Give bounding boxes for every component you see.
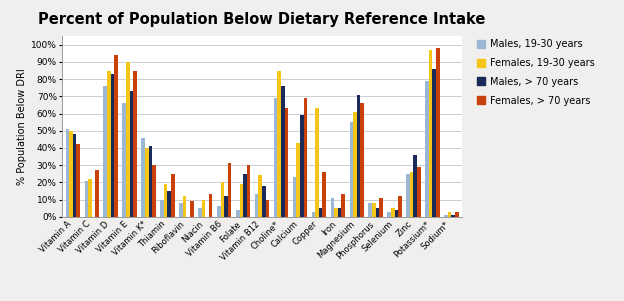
Bar (331, 198, 334, 217)
Bar (274, 98, 278, 217)
Bar (66, 129, 69, 217)
Bar (334, 208, 338, 217)
Bar (104, 86, 107, 217)
Bar (152, 165, 156, 217)
Bar (107, 70, 110, 217)
Bar (236, 210, 240, 217)
Bar (341, 194, 345, 217)
Bar (240, 184, 243, 217)
Bar (217, 206, 221, 217)
Bar (190, 201, 193, 217)
Bar (285, 108, 288, 217)
Bar (281, 86, 285, 217)
Bar (171, 174, 175, 217)
Bar (353, 112, 357, 217)
Bar (122, 103, 126, 217)
Bar (183, 196, 187, 217)
Bar (406, 174, 410, 217)
Bar (319, 208, 323, 217)
Bar (388, 212, 391, 217)
Bar (110, 74, 114, 217)
Bar (145, 148, 149, 217)
Bar (315, 108, 319, 217)
Bar (391, 208, 394, 217)
Bar (398, 196, 402, 217)
Text: Percent of Population Below Dietary Reference Intake: Percent of Population Below Dietary Refe… (39, 12, 485, 27)
Bar (379, 198, 383, 217)
Bar (266, 200, 270, 217)
Bar (149, 146, 152, 217)
Bar (349, 122, 353, 217)
Bar (228, 163, 232, 217)
Bar (164, 184, 167, 217)
Bar (88, 179, 92, 217)
Bar (258, 175, 262, 217)
Bar (414, 155, 417, 217)
Bar (293, 177, 296, 217)
Bar (444, 215, 448, 217)
Bar (338, 208, 341, 217)
Bar (255, 194, 258, 217)
Bar (160, 200, 164, 217)
Bar (372, 203, 376, 217)
Bar (368, 203, 372, 217)
Bar (300, 115, 303, 217)
Legend: Males, 19-30 years, Females, 19-30 years, Males, > 70 years, Females, > 70 years: Males, 19-30 years, Females, 19-30 years… (475, 37, 597, 107)
Bar (141, 138, 145, 217)
Bar (243, 174, 246, 217)
Bar (451, 215, 455, 217)
Bar (130, 91, 133, 217)
Bar (278, 70, 281, 217)
Bar (417, 167, 421, 217)
Bar (224, 196, 228, 217)
Bar (303, 98, 307, 217)
Bar (209, 194, 213, 217)
Bar (69, 131, 73, 217)
Bar (376, 208, 379, 217)
Bar (311, 212, 315, 217)
Bar (133, 70, 137, 217)
Bar (95, 170, 99, 217)
Bar (179, 203, 183, 217)
Bar (167, 191, 171, 217)
Bar (429, 50, 432, 217)
Bar (198, 208, 202, 217)
Bar (246, 165, 250, 217)
Bar (296, 143, 300, 217)
Bar (357, 95, 360, 217)
Bar (73, 134, 76, 217)
Bar (394, 210, 398, 217)
Bar (262, 186, 266, 217)
Bar (76, 144, 80, 217)
Bar (448, 212, 451, 217)
Bar (432, 69, 436, 217)
Bar (436, 48, 440, 217)
Bar (126, 62, 130, 217)
Bar (455, 212, 459, 217)
Bar (84, 181, 88, 217)
Bar (360, 103, 364, 217)
Bar (202, 200, 205, 217)
Bar (221, 182, 224, 217)
Bar (410, 172, 414, 217)
Bar (323, 172, 326, 217)
Bar (425, 81, 429, 217)
Bar (114, 55, 118, 217)
Y-axis label: % Population Below DRI: % Population Below DRI (17, 68, 27, 185)
